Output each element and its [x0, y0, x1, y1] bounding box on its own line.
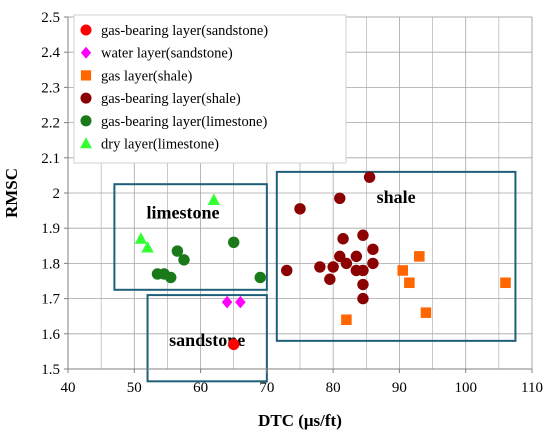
- legend-label-water-layer-sandstone: water layer(sandstone): [101, 46, 233, 62]
- x-tick-label: 70: [259, 380, 274, 396]
- x-tick-label: 40: [61, 380, 76, 396]
- region-label-sandstone: sandstone: [169, 330, 245, 350]
- data-point-gas-bearing-layer-shale: [324, 273, 336, 285]
- data-point-gas-bearing-layer-shale: [357, 278, 369, 291]
- data-point-gas-layer-shale: [500, 277, 511, 289]
- data-point-gas-bearing-layer-shale: [357, 264, 369, 277]
- region-box-limestone: [113, 183, 268, 291]
- data-point-gas-bearing-layer-shale: [281, 264, 293, 277]
- legend-label-gas-bearing-layer-limestone: gas-bearing layer(limestone): [101, 114, 267, 130]
- x-tick-label: 90: [392, 380, 407, 396]
- region-boxes: limestone sandstone shale: [113, 170, 517, 383]
- y-tick-label: 2.5: [41, 10, 60, 26]
- data-points: [134, 171, 511, 351]
- axes: 40 50 60 70 80 90 100 110 1.5 1.6 1.7 1.8 1.9 2 2.1 2.2…: [41, 10, 543, 396]
- data-point-gas-bearing-layer-shale: [340, 257, 353, 270]
- data-point-gas-bearing-layer-shale: [357, 292, 369, 305]
- data-point-gas-bearing-layer-shale: [327, 261, 339, 273]
- region-label-limestone: limestone: [147, 203, 220, 223]
- legend-label-gas-bearing-layer-sandstone: gas-bearing layer(sandstone): [101, 23, 268, 39]
- data-point-gas-layer-shale: [397, 265, 409, 276]
- x-tick-label: 110: [521, 380, 543, 396]
- data-point-gas-bearing-layer-shale: [334, 192, 346, 204]
- x-tick-label: 100: [454, 380, 477, 396]
- y-tick-label: 1.9: [41, 221, 60, 237]
- y-tick-label: 2.2: [41, 116, 60, 132]
- x-tick-label: 60: [193, 380, 208, 396]
- y-tick-label: 2.4: [41, 45, 60, 61]
- data-point-gas-bearing-layer-shale: [367, 257, 379, 270]
- legend-marker-gas-bearing-layer-sandstone: [80, 24, 92, 36]
- legend-label-gas-layer-shale: gas layer(shale): [101, 68, 193, 84]
- legend: gas-bearing layer(sandstone) water layer(…: [73, 14, 347, 164]
- data-point-gas-bearing-layer-limestone: [171, 245, 184, 257]
- y-tick-label: 2.3: [41, 80, 60, 96]
- data-point-gas-bearing-layer-limestone: [228, 236, 240, 248]
- legend-label-gas-bearing-layer-shale: gas-bearing layer(shale): [101, 91, 241, 107]
- legend-marker-gas-layer-shale: [80, 70, 92, 81]
- data-point-gas-bearing-layer-shale: [294, 203, 306, 215]
- y-axis-title: RMSC: [2, 168, 21, 218]
- data-point-gas-layer-shale: [404, 277, 415, 289]
- y-tick-label: 2: [53, 186, 61, 202]
- x-axis-title: DTC (μs/ft): [258, 411, 342, 430]
- data-point-dry-layer-limestone: [141, 241, 154, 253]
- data-point-gas-layer-shale: [414, 251, 425, 262]
- data-point-gas-bearing-layer-limestone: [165, 271, 177, 284]
- legend-marker-water-layer-sandstone: [80, 46, 92, 59]
- y-tick-label: 1.6: [41, 327, 60, 343]
- x-tick-label: 80: [326, 380, 341, 396]
- region-box-shale: [275, 170, 517, 342]
- legend-box: [73, 14, 347, 164]
- y-tick-label: 1.5: [41, 362, 60, 378]
- data-point-gas-bearing-layer-shale: [350, 250, 363, 263]
- legend-marker-gas-bearing-layer-shale: [80, 92, 92, 104]
- legend-marker-dry-layer-limestone: [80, 137, 92, 149]
- data-point-water-layer-sandstone: [221, 295, 233, 309]
- y-tick-label: 1.8: [41, 256, 60, 272]
- x-tick-label: 50: [127, 380, 142, 396]
- data-point-dry-layer-limestone: [134, 232, 148, 244]
- data-point-gas-bearing-layer-shale: [357, 229, 369, 241]
- region-box-sandstone: [146, 294, 268, 383]
- data-point-gas-bearing-layer-sandstone: [228, 338, 240, 351]
- data-point-gas-bearing-layer-shale: [367, 243, 379, 256]
- y-tick-label: 2.1: [41, 151, 60, 167]
- data-point-dry-layer-limestone: [207, 193, 221, 205]
- region-label-shale: shale: [377, 187, 416, 207]
- data-point-gas-bearing-layer-shale: [337, 233, 349, 245]
- data-point-gas-bearing-layer-shale: [314, 261, 326, 273]
- data-point-gas-bearing-layer-limestone: [178, 254, 190, 266]
- legend-label-dry-layer-limestone: dry layer(limestone): [101, 137, 219, 153]
- data-point-gas-bearing-layer-limestone: [254, 271, 266, 284]
- data-point-gas-layer-shale: [341, 314, 352, 325]
- data-point-gas-bearing-layer-shale: [363, 171, 376, 183]
- data-point-gas-layer-shale: [420, 307, 432, 318]
- data-point-water-layer-sandstone: [235, 295, 246, 309]
- legend-marker-gas-bearing-layer-limestone: [80, 115, 92, 127]
- y-tick-label: 1.7: [41, 292, 60, 308]
